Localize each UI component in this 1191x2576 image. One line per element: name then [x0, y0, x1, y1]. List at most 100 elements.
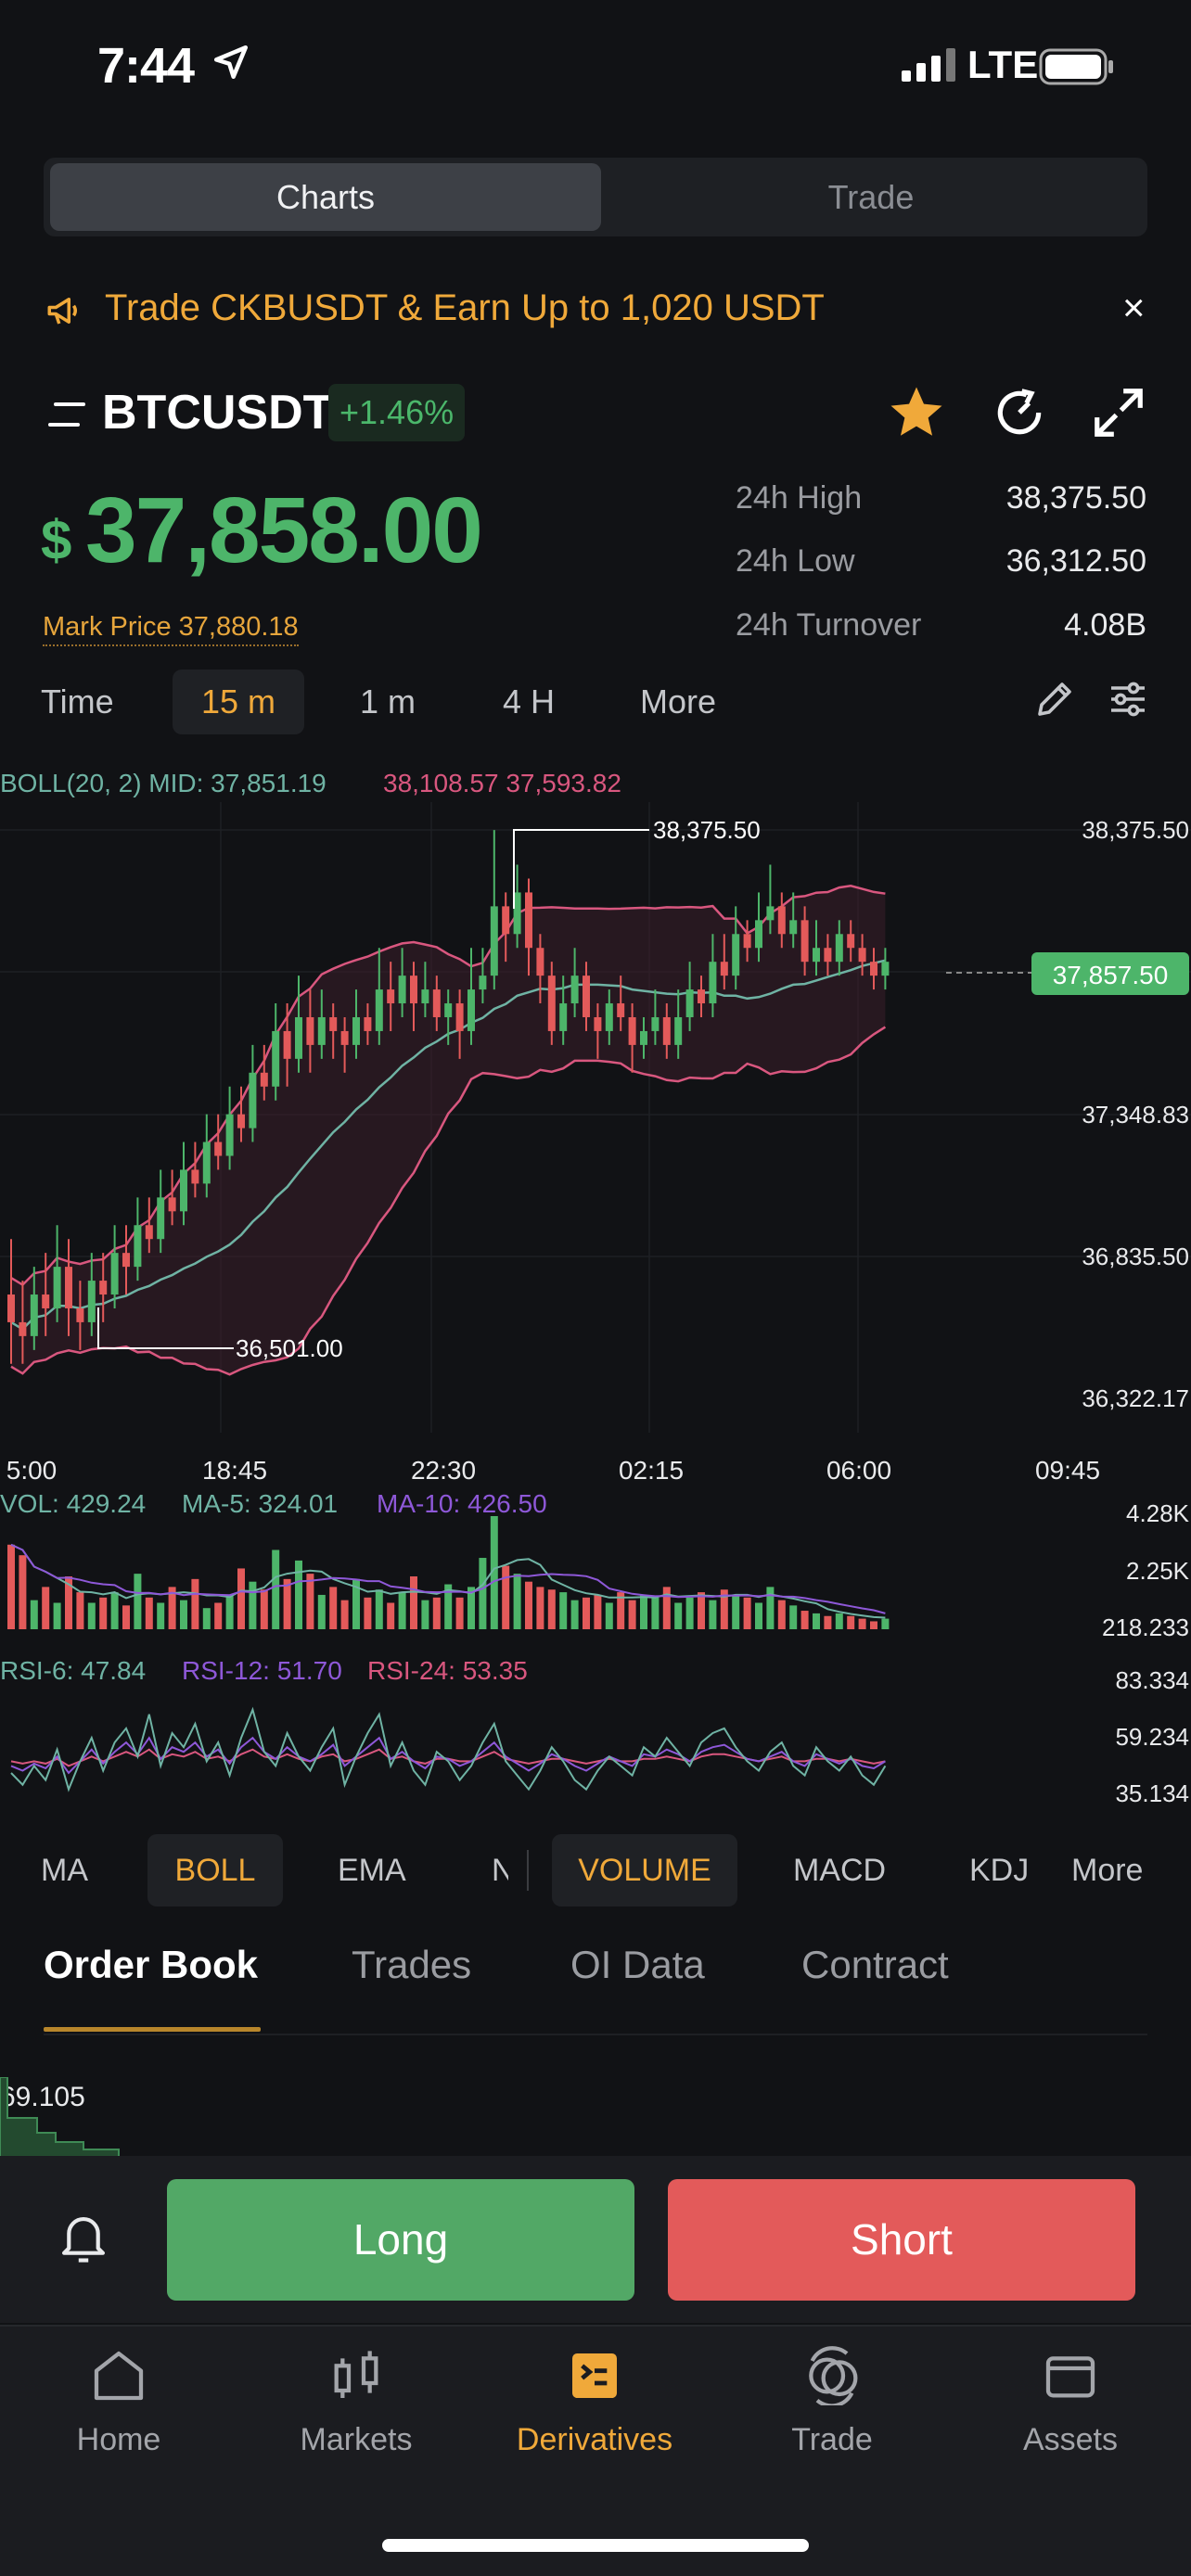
- volume-bar: [19, 1555, 27, 1629]
- candle-body: [99, 1281, 108, 1295]
- menu-icon[interactable]: [46, 399, 87, 430]
- indicator-boll[interactable]: BOLL: [147, 1834, 283, 1906]
- timeframe-15m[interactable]: 15 m: [173, 670, 304, 734]
- indicator-divider: [527, 1850, 529, 1891]
- volume-bar: [317, 1594, 326, 1629]
- nav-derivatives[interactable]: Derivatives: [502, 2346, 687, 2458]
- stat-value-low: 36,312.50: [1005, 543, 1146, 579]
- candle-body: [777, 906, 786, 935]
- timeframe-1m[interactable]: 1 m: [360, 682, 416, 721]
- rsi-axis-3: 35.134: [1115, 1779, 1189, 1807]
- volume-bar: [766, 1587, 775, 1629]
- indicator-volume[interactable]: VOLUME: [552, 1834, 737, 1906]
- nav-trade[interactable]: Trade: [739, 2346, 925, 2458]
- charts-tab[interactable]: Charts: [50, 163, 601, 231]
- trade-icon: [809, 2346, 858, 2405]
- candle-body: [490, 906, 498, 976]
- price-axis-4: 36,322.17: [1082, 1384, 1189, 1412]
- candle-body: [881, 962, 890, 976]
- timeframe-time[interactable]: Time: [41, 682, 114, 721]
- pencil-icon[interactable]: [1032, 677, 1077, 721]
- bell-icon[interactable]: [54, 2207, 113, 2270]
- candle-body: [536, 948, 544, 976]
- candle-body: [410, 976, 417, 1004]
- volume-bar: [30, 1600, 38, 1629]
- star-icon[interactable]: [886, 382, 947, 443]
- nav-markets[interactable]: Markets: [263, 2346, 449, 2458]
- candle-body: [870, 962, 877, 976]
- candle-body: [375, 989, 383, 1031]
- tab-contract[interactable]: Contract: [801, 1943, 949, 1986]
- stat-value-turnover: 4.08B: [1064, 607, 1146, 643]
- volume-bar: [306, 1574, 314, 1629]
- nav-home-label: Home: [76, 2422, 161, 2457]
- volume-bar: [640, 1594, 647, 1629]
- candle-body: [858, 948, 866, 963]
- expand-icon[interactable]: [1090, 384, 1147, 441]
- candle-body: [720, 962, 728, 976]
- candle-body: [583, 976, 590, 1017]
- tab-order-book[interactable]: Order Book: [44, 1943, 259, 1986]
- candle-body: [525, 892, 532, 949]
- candle-body: [766, 906, 775, 921]
- volume-bar: [122, 1605, 130, 1629]
- tab-divider: [44, 2034, 1147, 2035]
- tab-oi-data[interactable]: OI Data: [570, 1943, 705, 1986]
- nav-home[interactable]: Home: [26, 2346, 211, 2458]
- indicator-kdj[interactable]: KDJ: [969, 1853, 1030, 1888]
- candle-body: [617, 1003, 625, 1017]
- timeframe-4h[interactable]: 4 H: [503, 682, 556, 721]
- trade-tab[interactable]: Trade: [827, 178, 915, 216]
- candle-body: [134, 1225, 142, 1268]
- vol-ma10: MA-10: 426.50: [377, 1489, 547, 1518]
- indicator-ema[interactable]: EMA: [338, 1853, 406, 1888]
- indicator-ma[interactable]: MA: [41, 1853, 88, 1888]
- tab-trades[interactable]: Trades: [352, 1943, 472, 1986]
- volume-bar: [685, 1597, 694, 1629]
- settings-sliders-icon[interactable]: [1106, 677, 1150, 721]
- current-price-text: 37,857.50: [1053, 961, 1169, 989]
- volume-bar: [145, 1597, 153, 1629]
- candle-body: [685, 989, 694, 1017]
- megaphone-icon: [47, 298, 77, 325]
- candle-body: [329, 1016, 338, 1031]
- promo-banner-text[interactable]: Trade CKBUSDT & Earn Up to 1,020 USDT: [105, 287, 825, 328]
- pair-name[interactable]: BTCUSDT: [102, 386, 333, 440]
- close-icon[interactable]: ×: [1122, 286, 1146, 329]
- candle-body: [662, 1016, 671, 1045]
- rsi-axis-1: 83.334: [1115, 1666, 1189, 1694]
- indicator-more[interactable]: More: [1071, 1853, 1144, 1888]
- last-price: 37,858.00: [85, 478, 483, 582]
- volume-bar: [536, 1587, 544, 1629]
- volume-bar: [777, 1600, 786, 1629]
- status-bar: [0, 0, 1191, 139]
- refresh-icon[interactable]: [991, 384, 1048, 441]
- candle-body: [191, 1169, 199, 1184]
- candle-body: [122, 1253, 130, 1268]
- indicator-n[interactable]: N: [492, 1853, 508, 1888]
- short-button[interactable]: Short: [668, 2179, 1135, 2301]
- volume-bar: [594, 1594, 602, 1629]
- volume-bar: [340, 1600, 349, 1629]
- indicator-macd[interactable]: MACD: [793, 1853, 887, 1888]
- volume-bar: [881, 1618, 890, 1629]
- timeframe-more[interactable]: More: [640, 682, 717, 721]
- nav-derivatives-label: Derivatives: [516, 2422, 673, 2457]
- volume-bar: [214, 1602, 223, 1629]
- volume-bar: [525, 1581, 532, 1629]
- candlestick-chart[interactable]: BOLL(20, 2) MID: 37,851.19 38,108.57 37,…: [0, 765, 1191, 1822]
- nav-assets[interactable]: Assets: [978, 2346, 1163, 2458]
- volume-bar: [513, 1574, 521, 1629]
- time-axis-6: 09:45: [1035, 1456, 1100, 1485]
- volume-bar: [709, 1600, 717, 1629]
- rsi12-label: RSI-12: 51.70: [182, 1656, 342, 1685]
- current-price-tag: [1031, 952, 1189, 995]
- mark-price[interactable]: Mark Price 37,880.18: [43, 612, 299, 646]
- volume-bars: [7, 1516, 890, 1629]
- volume-bar: [732, 1594, 740, 1629]
- long-button[interactable]: Long: [167, 2179, 634, 2301]
- vol-ma5: MA-5: 324.01: [182, 1489, 338, 1518]
- volume-bar: [364, 1597, 372, 1629]
- candle-body: [479, 976, 487, 990]
- stat-label-turnover: 24h Turnover: [736, 607, 922, 643]
